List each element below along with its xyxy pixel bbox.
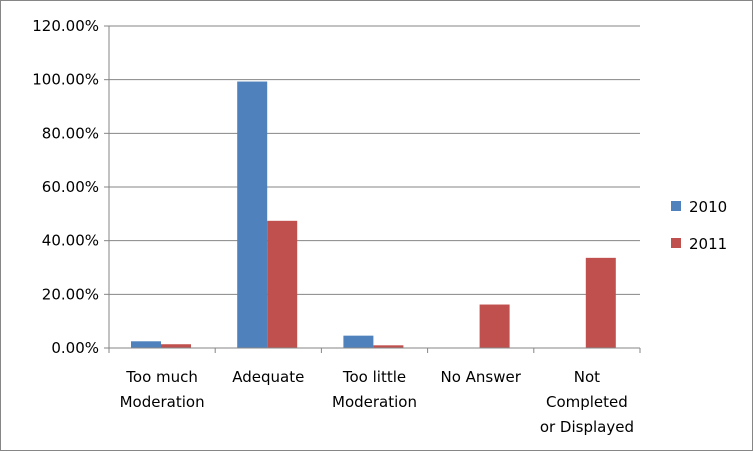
y-axis-tick-labels: 0.00% 20.00% 40.00% 60.00% 80.00% 100.00% 120.… <box>32 17 99 357</box>
bars <box>131 81 616 349</box>
legend-label-2010: 2010 <box>689 198 727 216</box>
x-category-label: Not <box>574 368 600 386</box>
bar-2011-4 <box>585 257 616 348</box>
x-category-label: Completed <box>546 393 628 411</box>
y-tick-label: 80.00% <box>42 124 99 142</box>
x-category-label: Too little <box>342 368 406 386</box>
bar-2011-0 <box>161 344 191 348</box>
gridlines <box>109 25 640 295</box>
x-category-label: Moderation <box>120 393 205 411</box>
y-tick-label: 0.00% <box>51 339 99 357</box>
y-tick-label: 100.00% <box>32 71 99 89</box>
bar-2011-3 <box>479 304 510 348</box>
bar-2011-2 <box>373 345 404 348</box>
x-category-label: or Displayed <box>540 418 634 436</box>
axes <box>104 25 641 353</box>
x-category-label: Too much <box>125 368 198 386</box>
bar-2010-1 <box>237 81 268 349</box>
legend-swatch-2010 <box>671 201 681 211</box>
bar-2010-0 <box>131 341 161 348</box>
y-tick-label: 120.00% <box>32 17 99 35</box>
y-tick-label: 20.00% <box>42 285 99 303</box>
bar-2011-1 <box>267 220 298 348</box>
x-category-label: No Answer <box>440 368 521 386</box>
legend-swatch-2011 <box>671 238 681 248</box>
y-tick-label: 40.00% <box>42 232 99 250</box>
legend: 2010 2011 <box>671 198 727 253</box>
x-axis-category-labels: Too much Moderation Adequate Too little Mode… <box>120 368 634 436</box>
legend-label-2011: 2011 <box>689 235 727 253</box>
bar-2010-2 <box>343 335 374 348</box>
x-category-label: Adequate <box>232 368 304 386</box>
y-tick-label: 60.00% <box>42 178 99 196</box>
x-category-label: Moderation <box>332 393 417 411</box>
